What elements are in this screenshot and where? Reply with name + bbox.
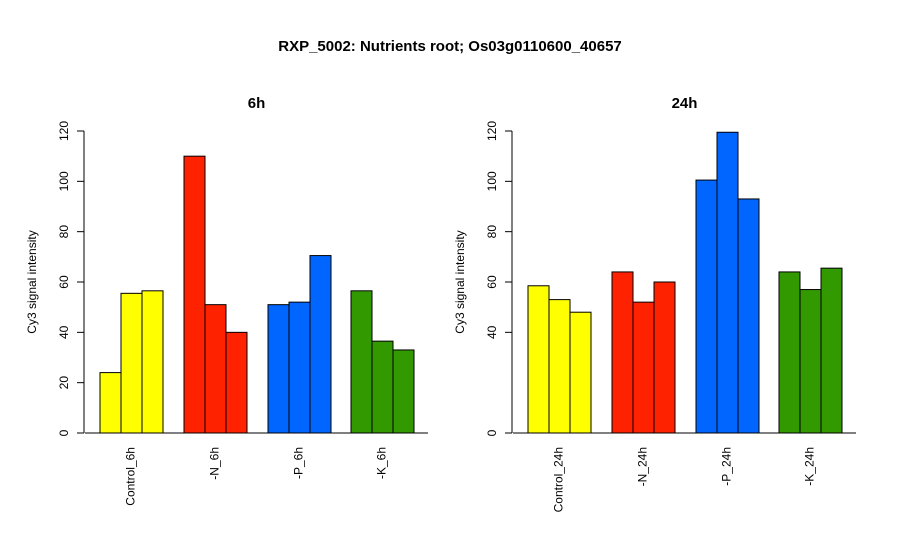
bar [799,289,822,434]
x-category-label: Control_24h [552,447,566,512]
y-tick-label: 120 [57,121,71,141]
y-axis-label: Cy3 signal intensity [25,230,39,333]
y-tick-label: 100 [57,171,71,191]
bar [183,155,206,434]
y-tick-label: 40 [485,325,499,339]
y-tick-label: 100 [485,171,499,191]
bar [527,285,550,434]
bar [820,267,843,434]
y-tick-label: 40 [57,325,71,339]
bar [611,271,634,434]
bar [632,301,655,434]
bar [548,299,571,434]
x-category-label: -K_24h [803,447,817,486]
y-axis-label: Cy3 signal intensity [453,230,467,333]
x-category-label: Control_6h [124,447,138,506]
y-tick-label: 20 [57,376,71,390]
panel-title: 6h [248,95,266,112]
x-category-label: -N_24h [636,447,650,486]
bar [141,290,164,434]
x-category-label: -P_24h [720,447,734,486]
bar [737,198,760,434]
x-category-label: -P_6h [292,447,306,479]
bar [695,179,718,434]
y-tick-label: 60 [57,275,71,289]
y-tick-label: 0 [57,429,71,436]
y-tick-label: 120 [485,121,499,141]
y-tick-label: 0 [485,429,499,436]
bar [309,255,332,434]
bar [716,131,739,434]
y-tick-label: 60 [485,275,499,289]
x-category-label: -K_6h [375,447,389,479]
bar [392,349,415,434]
bar [778,271,801,434]
figure-title: RXP_5002: Nutrients root; Os03g0110600_4… [278,38,622,55]
y-tick-label: 80 [485,225,499,239]
y-tick-label: 80 [57,225,71,239]
bar [569,311,592,434]
x-category-label: -N_6h [208,447,222,480]
bar [653,281,676,434]
panel-title: 24h [672,95,698,112]
bar [225,331,248,434]
